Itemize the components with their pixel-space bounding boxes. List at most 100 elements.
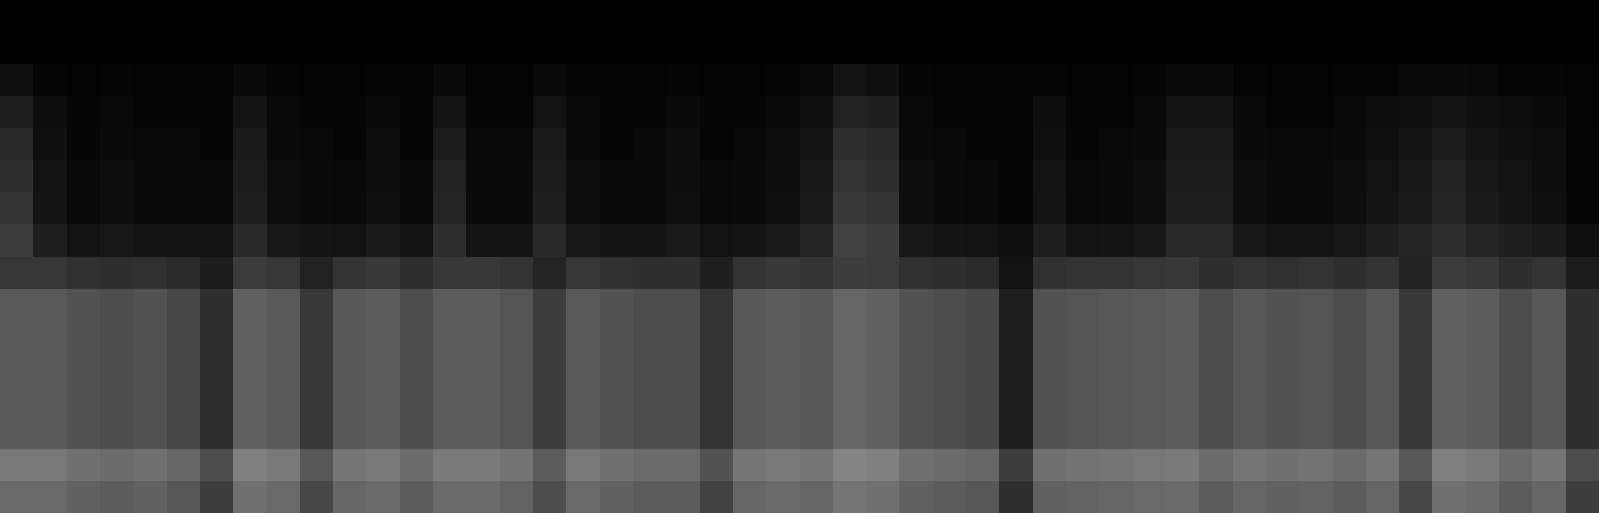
heatmap-cell	[566, 192, 600, 225]
heatmap-cell	[766, 0, 800, 33]
heatmap-cell	[1099, 160, 1133, 193]
heatmap-cell	[1466, 192, 1500, 225]
heatmap-cell	[1432, 64, 1466, 97]
heatmap-cell	[100, 289, 134, 322]
heatmap-cell	[500, 449, 534, 482]
heatmap-cell	[1366, 321, 1400, 354]
heatmap-cell	[1566, 224, 1599, 257]
heatmap-cell	[733, 289, 767, 322]
heatmap-cell	[933, 64, 967, 97]
heatmap-cell	[1399, 321, 1433, 354]
heatmap-cell	[866, 0, 900, 33]
heatmap-cell	[1499, 32, 1533, 65]
heatmap-cell	[933, 257, 967, 290]
heatmap-cell	[999, 385, 1033, 418]
heatmap-cell	[267, 385, 301, 418]
heatmap-cell	[1199, 160, 1233, 193]
heatmap-cell	[1466, 257, 1500, 290]
heatmap-cell	[1099, 353, 1133, 386]
heatmap-cell	[0, 192, 34, 225]
heatmap-cell	[566, 64, 600, 97]
heatmap-cell	[200, 0, 234, 33]
heatmap-cell	[167, 64, 201, 97]
heatmap-cell	[833, 481, 867, 513]
heatmap-cell	[400, 385, 434, 418]
heatmap-cell	[1333, 321, 1367, 354]
heatmap-cell	[1266, 32, 1300, 65]
heatmap-cell	[500, 224, 534, 257]
heatmap-cell	[1266, 192, 1300, 225]
heatmap-cell	[333, 96, 367, 129]
heatmap-cell	[600, 321, 634, 354]
heatmap-cell	[33, 321, 67, 354]
heatmap-cell	[466, 224, 500, 257]
heatmap-cell	[933, 160, 967, 193]
heatmap-cell	[133, 385, 167, 418]
heatmap-cell	[0, 128, 34, 161]
heatmap-cell	[1333, 257, 1367, 290]
heatmap-cell	[1233, 449, 1267, 482]
heatmap-cell	[1333, 481, 1367, 513]
heatmap-cell	[1233, 192, 1267, 225]
heatmap-cell	[1466, 289, 1500, 322]
heatmap-cell	[1099, 224, 1133, 257]
heatmap-cell	[300, 0, 334, 33]
heatmap-cell	[1199, 64, 1233, 97]
heatmap-cell	[167, 321, 201, 354]
heatmap-cell	[100, 385, 134, 418]
heatmap-cell	[267, 289, 301, 322]
heatmap-cell	[700, 96, 734, 129]
heatmap-cell	[33, 192, 67, 225]
heatmap-cell	[833, 321, 867, 354]
heatmap-cell	[1266, 64, 1300, 97]
heatmap-cell	[700, 481, 734, 513]
heatmap-cell	[1366, 32, 1400, 65]
heatmap-cell	[233, 481, 267, 513]
heatmap-cell	[1166, 449, 1200, 482]
heatmap-cell	[733, 449, 767, 482]
heatmap-cell	[267, 417, 301, 450]
heatmap-cell	[833, 128, 867, 161]
heatmap-cell	[1499, 192, 1533, 225]
heatmap-cell	[1399, 353, 1433, 386]
heatmap-cell	[100, 481, 134, 513]
heatmap-cell	[267, 192, 301, 225]
heatmap-cell	[1066, 0, 1100, 33]
heatmap-cell	[833, 353, 867, 386]
heatmap-cell	[533, 0, 567, 33]
heatmap-cell	[1299, 481, 1333, 513]
heatmap-cell	[1266, 481, 1300, 513]
heatmap-cell	[1499, 160, 1533, 193]
heatmap-cell	[0, 64, 34, 97]
heatmap-cell	[366, 128, 400, 161]
heatmap-cell	[966, 417, 1000, 450]
heatmap-cell	[1366, 289, 1400, 322]
heatmap-cell	[100, 257, 134, 290]
heatmap-cell	[566, 289, 600, 322]
heatmap-cell	[1333, 353, 1367, 386]
heatmap-cell	[1166, 0, 1200, 33]
heatmap-cell	[1133, 192, 1167, 225]
heatmap-cell	[633, 96, 667, 129]
heatmap-cell	[267, 449, 301, 482]
heatmap-cell	[800, 0, 834, 33]
heatmap-cell	[600, 192, 634, 225]
heatmap-cell	[233, 417, 267, 450]
heatmap-cell	[700, 128, 734, 161]
heatmap-cell	[1133, 321, 1167, 354]
heatmap-cell	[700, 192, 734, 225]
heatmap-cell	[333, 160, 367, 193]
heatmap-cell	[733, 417, 767, 450]
heatmap-cell	[167, 192, 201, 225]
heatmap-cell	[366, 192, 400, 225]
heatmap-cell	[267, 353, 301, 386]
heatmap-cell	[1066, 192, 1100, 225]
heatmap-cell	[800, 64, 834, 97]
heatmap-cell	[1399, 64, 1433, 97]
heatmap-cell	[600, 449, 634, 482]
heatmap-cell	[100, 96, 134, 129]
heatmap-cell	[1432, 321, 1466, 354]
heatmap-cell	[1166, 321, 1200, 354]
heatmap-cell	[933, 192, 967, 225]
heatmap-cell	[766, 96, 800, 129]
